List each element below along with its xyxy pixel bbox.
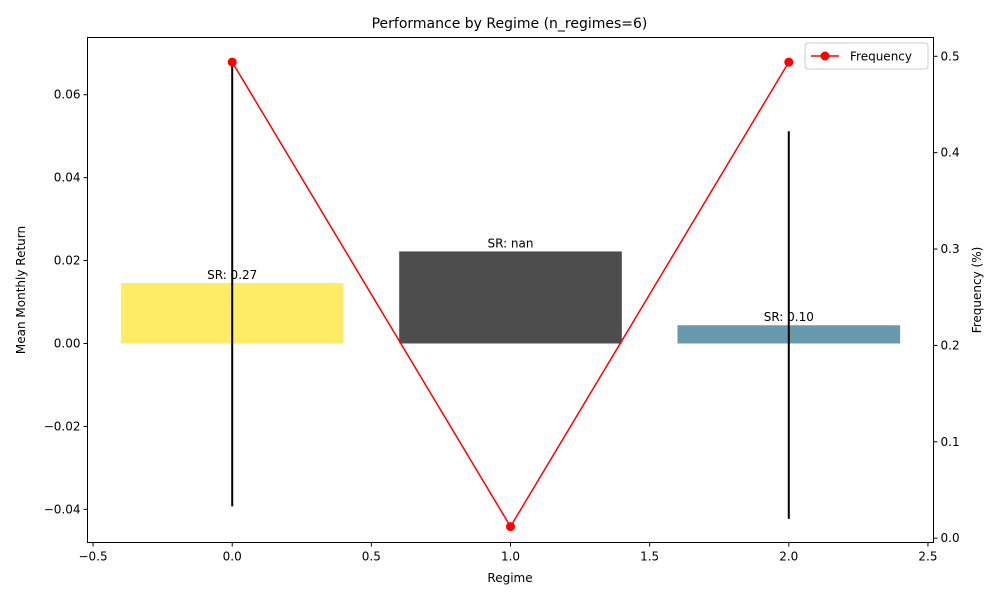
y2-tick-label: 0.0 xyxy=(941,531,960,545)
x-tick-label: 0.0 xyxy=(223,550,242,564)
y-axis-right: 0.0 0.1 0.2 0.3 0.4 0.5 xyxy=(933,49,960,545)
y-tick-label: 0.02 xyxy=(54,254,81,268)
frequency-point-0 xyxy=(227,57,237,67)
y2-tick-label: 0.3 xyxy=(941,242,960,256)
y-tick-label: 0.04 xyxy=(54,171,81,185)
y-axis-left: −0.04 −0.02 0.00 0.02 0.04 0.06 xyxy=(44,88,88,516)
legend-box xyxy=(804,42,929,70)
bar-regime-1 xyxy=(399,251,622,344)
y-tick-label: 0.00 xyxy=(54,336,81,350)
legend-marker-swatch xyxy=(820,51,830,61)
y-tick-label: −0.02 xyxy=(44,419,81,433)
sr-label-regime-2: SR: 0.10 xyxy=(764,310,814,324)
x-axis-title: Regime xyxy=(487,571,532,585)
x-tick-label: 0.5 xyxy=(362,550,381,564)
legend: Frequency xyxy=(804,42,929,70)
sr-label-regime-1: SR: nan xyxy=(487,236,533,250)
y2-axis-title: Frequency (%) xyxy=(970,247,984,334)
chart-title: Performance by Regime (n_regimes=6) xyxy=(372,16,648,32)
x-tick-label: 1.5 xyxy=(640,550,659,564)
y2-tick-label: 0.4 xyxy=(941,146,960,160)
x-axis: −0.5 0.0 0.5 1.0 1.5 2.0 2.5 xyxy=(78,542,937,564)
x-tick-label: −0.5 xyxy=(78,550,107,564)
y2-tick-label: 0.2 xyxy=(941,338,960,352)
y-tick-label: 0.06 xyxy=(54,88,81,102)
y-axis-title: Mean Monthly Return xyxy=(14,226,28,354)
frequency-line-layer xyxy=(227,57,794,532)
y2-tick-label: 0.5 xyxy=(941,49,960,63)
frequency-point-1 xyxy=(506,522,515,532)
frequency-point-2 xyxy=(784,57,794,67)
legend-label-frequency: Frequency xyxy=(850,50,912,64)
y2-tick-label: 0.1 xyxy=(941,435,960,449)
y-tick-label: −0.04 xyxy=(44,502,81,516)
x-tick-label: 2.0 xyxy=(779,550,798,564)
x-tick-label: 1.0 xyxy=(501,550,520,564)
x-tick-label: 2.5 xyxy=(918,550,937,564)
sr-labels-layer: SR: 0.27 SR: nan SR: 0.10 xyxy=(207,236,814,324)
error-bars-layer xyxy=(231,59,790,519)
sr-label-regime-0: SR: 0.27 xyxy=(207,268,257,282)
